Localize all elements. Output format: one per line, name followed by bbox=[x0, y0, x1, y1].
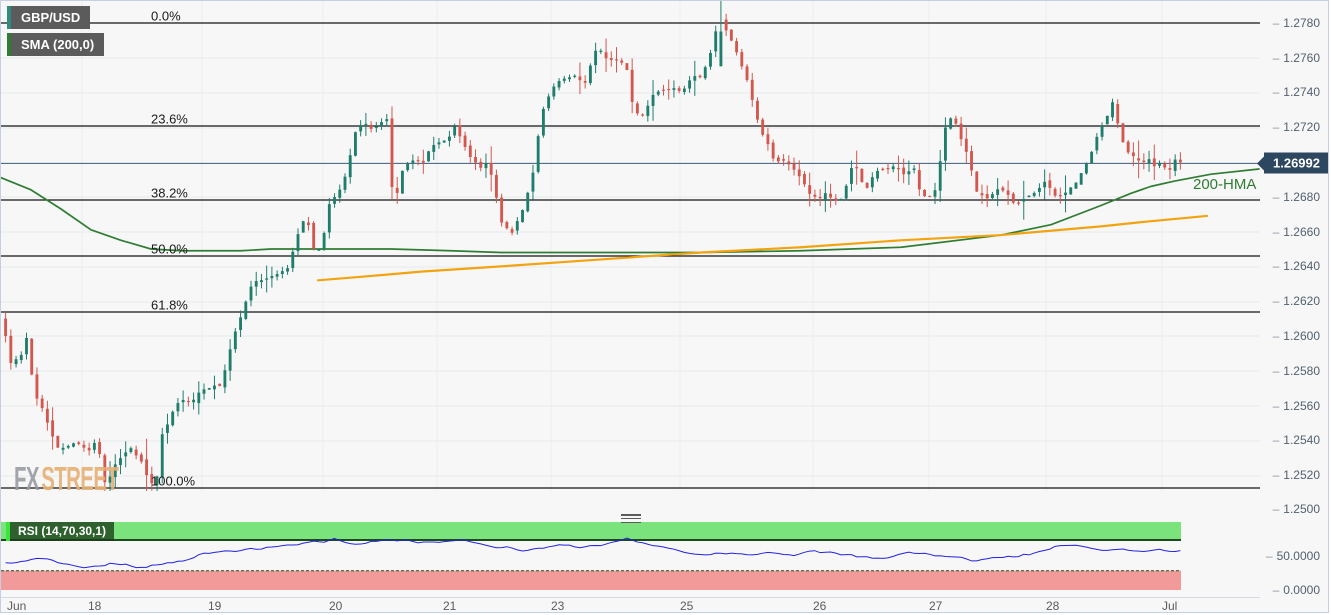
svg-text:STREET: STREET bbox=[41, 463, 119, 497]
svg-text:FX: FX bbox=[14, 463, 40, 497]
